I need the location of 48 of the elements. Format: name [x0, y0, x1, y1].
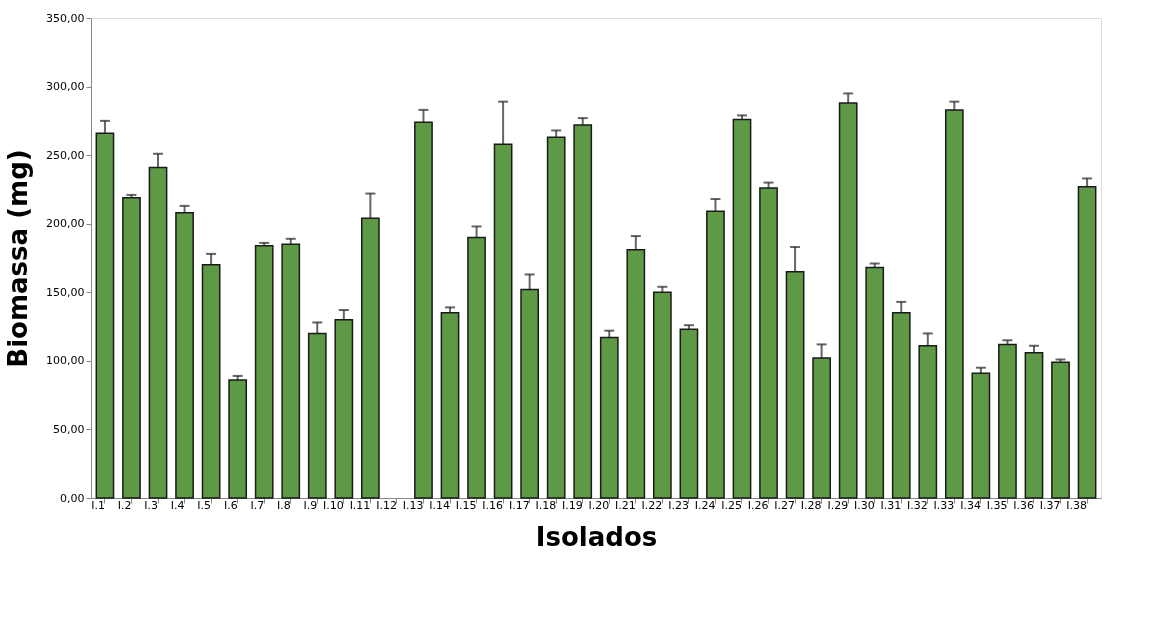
x-tick-label: I.5	[197, 498, 212, 512]
x-tick-label: I.23	[668, 498, 689, 512]
x-tick-label: I.38	[1066, 498, 1088, 512]
x-tick-label: I.22	[641, 498, 663, 512]
x-tick-label: I.28	[800, 498, 822, 512]
x-tick-label: I.4	[170, 498, 185, 512]
y-tick-label: 0,00	[60, 491, 85, 505]
x-tick-label: I.15	[455, 498, 477, 512]
y-tick-label: 100,00	[46, 354, 85, 368]
y-tick-label: 50,00	[53, 422, 85, 436]
x-tick-label: I.6	[223, 498, 238, 512]
x-tick-label: I.1	[91, 498, 105, 512]
x-tick-label: I.14	[429, 498, 451, 512]
x-tick-label: I.9	[303, 498, 318, 512]
x-tick-label: I.36	[1013, 498, 1034, 512]
x-tick-label: I.12	[376, 498, 397, 512]
x-tick-label: I.33	[933, 498, 955, 512]
x-tick-label: I.2	[117, 498, 132, 512]
x-tick-label: I.13	[402, 498, 424, 512]
x-tick-label: I.34	[960, 498, 981, 512]
x-tick-label: I.26	[747, 498, 769, 512]
y-tick-label: 200,00	[46, 217, 85, 231]
x-tick-label: I.31	[880, 498, 902, 512]
x-tick-label: I.16	[482, 498, 504, 512]
x-axis-title: Isolados	[535, 521, 658, 552]
y-tick-label: 350,00	[46, 11, 85, 25]
x-tick-label: I.10	[323, 498, 344, 512]
y-tick-label: 150,00	[46, 285, 85, 299]
x-tick-label: I.18	[535, 498, 557, 512]
x-tick-label: I.32	[907, 498, 928, 512]
y-tick-label: 250,00	[46, 148, 85, 162]
x-tick-label: I.29	[827, 498, 849, 512]
x-tick-label: I.3	[144, 498, 159, 512]
x-tick-label: I.8	[276, 498, 291, 512]
x-tick-label: I.25	[721, 498, 742, 512]
x-tick-label: I.17	[508, 498, 530, 512]
x-tick-label: I.20	[588, 498, 610, 512]
y-tick-label: 300,00	[46, 80, 85, 94]
x-tick-label: I.27	[774, 498, 796, 512]
x-tick-label: I.24	[694, 498, 716, 512]
x-tick-label: I.35	[986, 498, 1008, 512]
x-tick-label: I.37	[1039, 498, 1061, 512]
x-tick-label: I.7	[250, 498, 265, 512]
x-tick-label: I.11	[349, 498, 371, 512]
x-tick-label: I.21	[615, 498, 636, 512]
x-tick-label: I.30	[853, 498, 875, 512]
x-tick-label: I.19	[561, 498, 583, 512]
y-axis-title: Biomassa (mg)	[3, 149, 34, 368]
